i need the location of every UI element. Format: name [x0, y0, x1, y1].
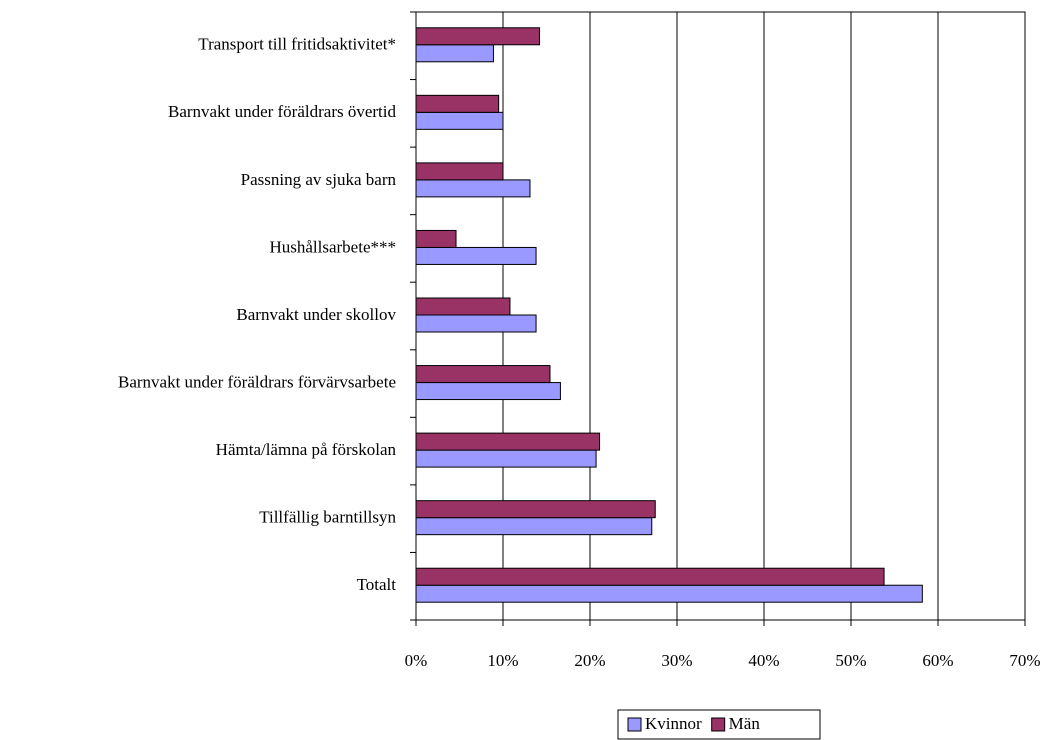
- y-tick-label: Hushållsarbete***: [269, 237, 396, 256]
- x-tick-label: 10%: [487, 651, 518, 670]
- bar: [415, 365, 551, 384]
- bar: [415, 314, 537, 333]
- x-tick-label: 30%: [661, 651, 692, 670]
- bar: [415, 567, 885, 586]
- bar: [415, 246, 537, 265]
- x-tick-label: 40%: [748, 651, 779, 670]
- bar: [415, 500, 656, 519]
- legend-label: Kvinnor: [645, 714, 702, 733]
- y-tick-label: Hämta/lämna på förskolan: [216, 440, 397, 459]
- bar: [415, 111, 504, 130]
- bar: [415, 229, 457, 248]
- legend-swatch: [627, 717, 642, 732]
- y-tick-label: Barnvakt under föräldrars förvärvsarbete: [118, 372, 396, 391]
- bar: [415, 432, 601, 451]
- x-tick-label: 60%: [922, 651, 953, 670]
- bar: [415, 297, 511, 316]
- bar: [415, 382, 561, 401]
- y-tick-label: Tillfällig barntillsyn: [259, 508, 396, 527]
- bar: [415, 179, 531, 198]
- bar: [415, 94, 500, 113]
- bar: [415, 584, 923, 603]
- bar: [415, 162, 504, 181]
- bar: [415, 449, 597, 468]
- bar: [415, 27, 541, 46]
- bar: [415, 44, 494, 63]
- x-tick-label: 20%: [574, 651, 605, 670]
- y-tick-label: Passning av sjuka barn: [241, 170, 397, 189]
- y-tick-label: Barnvakt under skollov: [236, 305, 396, 324]
- y-tick-label: Barnvakt under föräldrars övertid: [168, 102, 396, 121]
- x-tick-label: 70%: [1009, 651, 1040, 670]
- x-tick-label: 50%: [835, 651, 866, 670]
- legend-label: Män: [729, 714, 761, 733]
- y-tick-label: Transport till fritidsaktivitet*: [198, 35, 396, 54]
- x-tick-label: 0%: [405, 651, 428, 670]
- y-tick-label: Totalt: [357, 575, 397, 594]
- bar: [415, 517, 653, 536]
- legend-swatch: [711, 717, 726, 732]
